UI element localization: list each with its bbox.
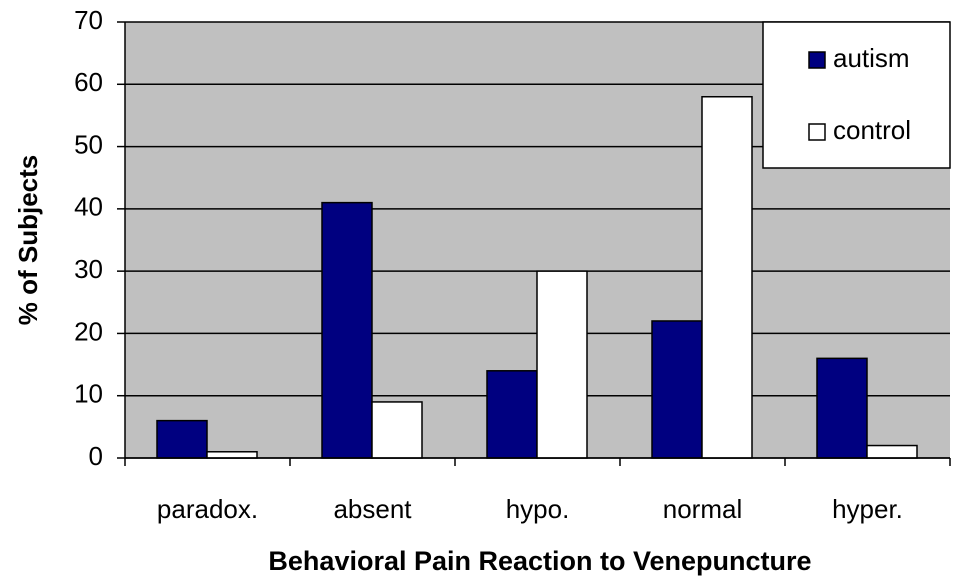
x-tick-label: paradox.: [157, 494, 258, 524]
legend-label: autism: [833, 43, 910, 73]
bar: [701, 95, 753, 459]
y-tick-label: 50: [74, 129, 103, 159]
y-tick-label: 30: [74, 254, 103, 284]
bar: [816, 357, 868, 459]
y-tick-label: 20: [74, 316, 103, 346]
bar: [371, 401, 423, 459]
x-tick-label: hyper.: [832, 494, 903, 524]
x-tick-label: normal: [663, 494, 742, 524]
legend-box: [762, 21, 951, 169]
legend-label: control: [833, 115, 911, 145]
legend-swatch: [808, 51, 826, 69]
bar: [156, 419, 208, 459]
bar: [866, 444, 918, 459]
y-axis-label: % of Subjects: [13, 155, 43, 325]
y-tick-label: 70: [74, 5, 103, 35]
x-tick-label: absent: [333, 494, 412, 524]
y-tick-label: 40: [74, 192, 103, 222]
bar: [651, 320, 703, 459]
y-tick-label: 10: [74, 379, 103, 409]
y-tick-label: 60: [74, 67, 103, 97]
bar: [536, 270, 588, 459]
bar: [206, 451, 258, 459]
x-axis-label: Behavioral Pain Reaction to Venepuncture: [268, 546, 811, 576]
y-tick-label: 0: [89, 441, 103, 471]
bar: [321, 201, 373, 459]
x-tick-label: hypo.: [506, 494, 570, 524]
legend-swatch: [808, 123, 826, 141]
bar: [486, 370, 538, 459]
